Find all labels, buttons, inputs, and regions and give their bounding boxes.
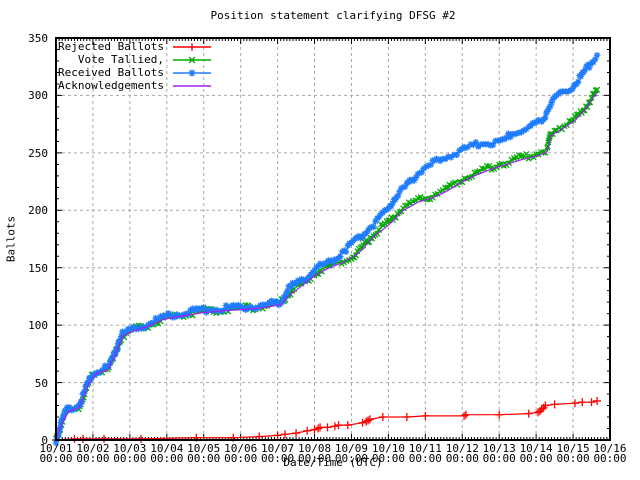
legend-item-rejected-ballots: Rejected Ballots (58, 40, 214, 53)
y-tick-label: 0 (41, 434, 48, 447)
legend: Rejected Ballots Vote Tallied, Received … (58, 40, 214, 92)
y-tick-label: 250 (28, 146, 48, 160)
legend-label: Rejected Ballots (58, 40, 164, 53)
x-tick-label: 10/15 00:00 (556, 442, 590, 465)
x-tick-label: 10/02 00:00 (76, 442, 110, 465)
legend-label: Received Ballots (58, 66, 164, 79)
x-tick-label: 10/13 00:00 (482, 442, 516, 465)
legend-sample-plus-icon (173, 42, 211, 51)
x-tick-label: 10/09 00:00 (334, 442, 369, 465)
y-tick-label: 300 (28, 89, 48, 103)
x-axis-label: Date/Time (UTC) (283, 456, 383, 469)
legend-item-received-ballots: Received Ballots (58, 66, 214, 79)
legend-sample-line-icon (173, 84, 211, 87)
legend-item-vote-tallied: Vote Tallied, (58, 53, 214, 66)
x-tick-label: 10/03 00:00 (113, 442, 147, 465)
x-tick-label: 10/12 00:00 (445, 442, 479, 465)
legend-item-acknowledgements: Acknowledgements (58, 79, 214, 92)
legend-sample-asterisk-icon (173, 68, 211, 77)
y-tick-label: 200 (28, 204, 48, 218)
y-tick-label: 150 (28, 261, 48, 275)
y-tick-label: 50 (34, 376, 48, 390)
legend-label: Vote Tallied, (77, 53, 164, 66)
y-tick-label: 350 (28, 32, 48, 45)
x-tick-label: 10/08 00:00 (297, 442, 332, 465)
chart-title: Position statement clarifying DFSG #2 (210, 9, 456, 22)
x-tick-label: 10/07 00:00 (261, 442, 295, 465)
x-tick-label: 10/05 00:00 (187, 442, 221, 465)
x-tick-label: 10/11 00:00 (408, 442, 442, 465)
x-tick-label: 10/04 00:00 (150, 442, 184, 465)
x-tick-label: 10/01 00:00 (39, 442, 73, 465)
legend-sample-cross-icon (173, 56, 211, 63)
y-tick-label: 100 (28, 319, 48, 333)
x-tick-label: 10/14 00:00 (519, 442, 553, 465)
legend-label: Acknowledgements (58, 79, 164, 92)
y-axis-label: Ballots (4, 215, 18, 263)
x-tick-label: 10/10 00:00 (371, 442, 405, 465)
x-tick-label: 10/06 00:00 (224, 442, 258, 465)
x-tick-label: 10/16 00:00 (593, 442, 627, 465)
